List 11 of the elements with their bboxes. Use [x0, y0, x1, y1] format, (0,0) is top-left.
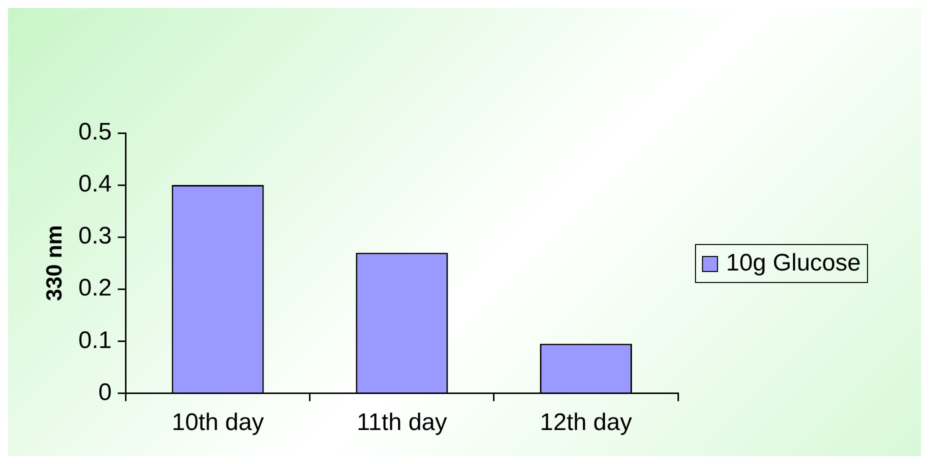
text: 10g Glucose	[726, 250, 861, 277]
x-tick-label: 11th day	[356, 409, 448, 436]
y-tick-label: 0	[98, 378, 112, 406]
y-tick-label: 0.5	[78, 118, 112, 146]
y-tick-label: 0.2	[78, 274, 112, 302]
y-tick-label: 0.4	[78, 170, 112, 198]
y-tick-label: 0.3	[78, 222, 112, 250]
y-tick-label: 0.1	[78, 326, 112, 354]
x-tick-label: 10th day	[172, 409, 264, 436]
x-tick-label: 12th day	[540, 409, 632, 436]
y-axis-title: 330 nm	[41, 225, 66, 302]
